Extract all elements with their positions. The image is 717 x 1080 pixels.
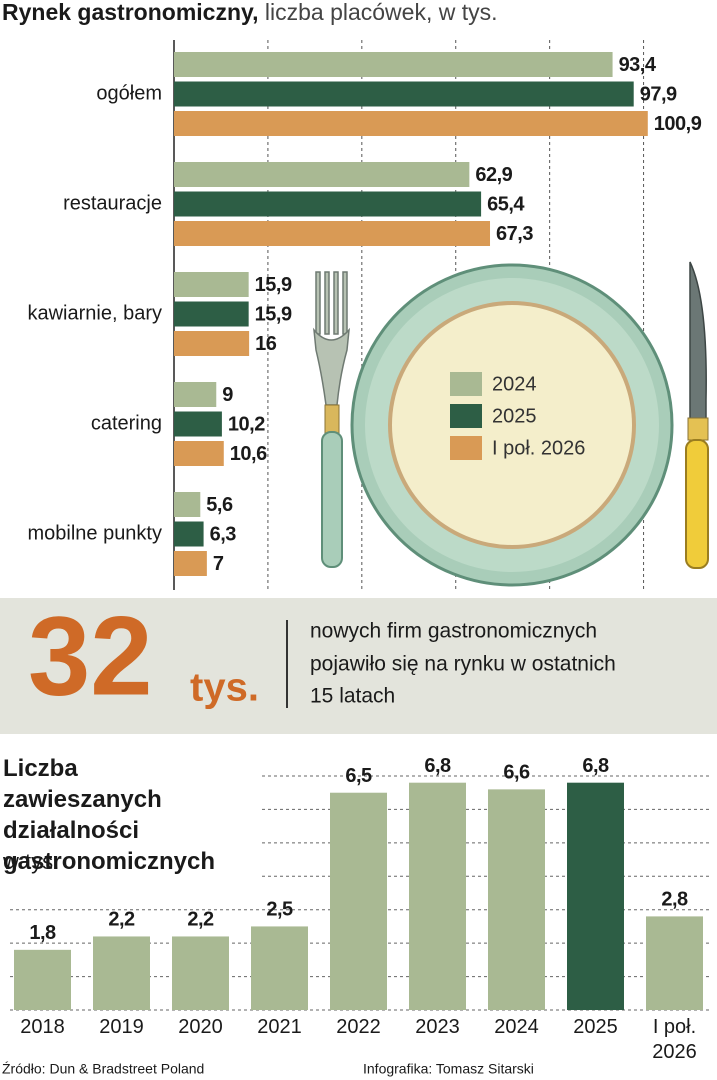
legend-label: 2025 xyxy=(492,405,537,427)
category-label: kawiarnie, bary xyxy=(27,302,162,324)
category-label: restauracje xyxy=(63,192,162,214)
legend-label: 2024 xyxy=(492,373,537,395)
callout-background xyxy=(0,598,717,734)
bar xyxy=(172,936,229,1010)
bar xyxy=(646,916,703,1010)
bar xyxy=(330,792,387,1010)
bar xyxy=(93,936,150,1010)
value-label: 2,5 xyxy=(266,899,293,921)
callout-unit: tys. xyxy=(190,666,259,710)
value-label: 2,2 xyxy=(108,909,135,931)
x-tick-label: 2021 xyxy=(257,1016,302,1038)
bar xyxy=(174,411,222,437)
bar xyxy=(174,52,613,77)
bar xyxy=(174,492,201,517)
bar xyxy=(174,272,249,297)
value-label: 1,8 xyxy=(29,922,56,944)
legend-label: I poł. 2026 xyxy=(492,437,585,459)
bar xyxy=(174,521,204,547)
value-label: 6,3 xyxy=(210,523,237,545)
value-label: 65,4 xyxy=(487,193,525,215)
value-label: 2,2 xyxy=(187,909,214,931)
bar xyxy=(251,926,308,1010)
callout-text: pojawiło się na rynku w ostatnich xyxy=(310,653,616,676)
bar xyxy=(174,382,217,407)
value-label: 6,8 xyxy=(582,755,609,777)
value-label: 16 xyxy=(255,333,277,355)
plate-illustration xyxy=(313,261,709,587)
bar xyxy=(14,949,71,1010)
x-tick-label: 2023 xyxy=(415,1016,460,1038)
value-label: 6,8 xyxy=(424,755,451,777)
value-label: 2,8 xyxy=(661,889,688,911)
value-label: 10,2 xyxy=(228,413,265,435)
value-label: 67,3 xyxy=(496,223,533,245)
value-label: 62,9 xyxy=(475,164,512,186)
callout-text: nowych firm gastronomicznych xyxy=(310,620,597,643)
x-tick-label: 2025 xyxy=(573,1016,618,1038)
value-label: 6,5 xyxy=(345,765,372,787)
x-tick-label: 2020 xyxy=(178,1016,223,1038)
value-label: 97,9 xyxy=(640,83,677,105)
source: Źródło: Dun & Bradstreet Poland xyxy=(2,1061,204,1077)
bar xyxy=(174,301,249,327)
chart-subtitle: liczba placówek, w tys. xyxy=(265,0,498,25)
bar xyxy=(174,111,648,136)
value-label: 6,6 xyxy=(503,762,530,784)
value-label: 5,6 xyxy=(206,494,233,516)
value-label: 7 xyxy=(213,553,224,575)
x-tick-label: 2019 xyxy=(99,1016,144,1038)
bar xyxy=(174,221,491,246)
bar xyxy=(174,81,634,107)
credit: Infografika: Tomasz Sitarski xyxy=(363,1061,534,1077)
x-tick-label: 2018 xyxy=(20,1016,65,1038)
category-label: catering xyxy=(91,412,162,434)
bar xyxy=(409,782,466,1010)
bar xyxy=(567,782,624,1010)
bar xyxy=(174,191,482,217)
value-label: 100,9 xyxy=(654,113,702,135)
legend-swatch xyxy=(450,436,482,460)
callout-text: 15 latach xyxy=(310,685,395,708)
bar xyxy=(174,441,224,466)
bar xyxy=(174,551,207,576)
chart-title: Rynek gastronomiczny, xyxy=(2,0,258,25)
chart-title-line: Rynek gastronomiczny, liczba placówek, w… xyxy=(2,0,498,25)
value-label: 15,9 xyxy=(255,274,292,296)
category-label: ogółem xyxy=(96,82,162,104)
x-tick-label: I poł. 2026 xyxy=(652,1016,697,1063)
value-label: 10,6 xyxy=(230,443,267,465)
legend-swatch xyxy=(450,372,482,396)
bar xyxy=(174,331,250,356)
chart-subtitle: w tys. xyxy=(2,849,59,874)
bar xyxy=(174,162,470,187)
chart-title: Liczba zawieszanych działalności gastronomi… xyxy=(3,755,215,875)
value-label: 9 xyxy=(222,384,233,406)
value-label: 93,4 xyxy=(619,54,657,76)
bar xyxy=(488,789,545,1010)
legend-swatch xyxy=(450,404,482,428)
x-tick-label: 2022 xyxy=(336,1016,381,1038)
value-label: 15,9 xyxy=(255,303,292,325)
category-label: mobilne punkty xyxy=(27,522,162,544)
title-backdrop xyxy=(0,752,262,877)
x-tick-label: 2024 xyxy=(494,1016,539,1038)
callout-number: 32 xyxy=(28,594,153,719)
